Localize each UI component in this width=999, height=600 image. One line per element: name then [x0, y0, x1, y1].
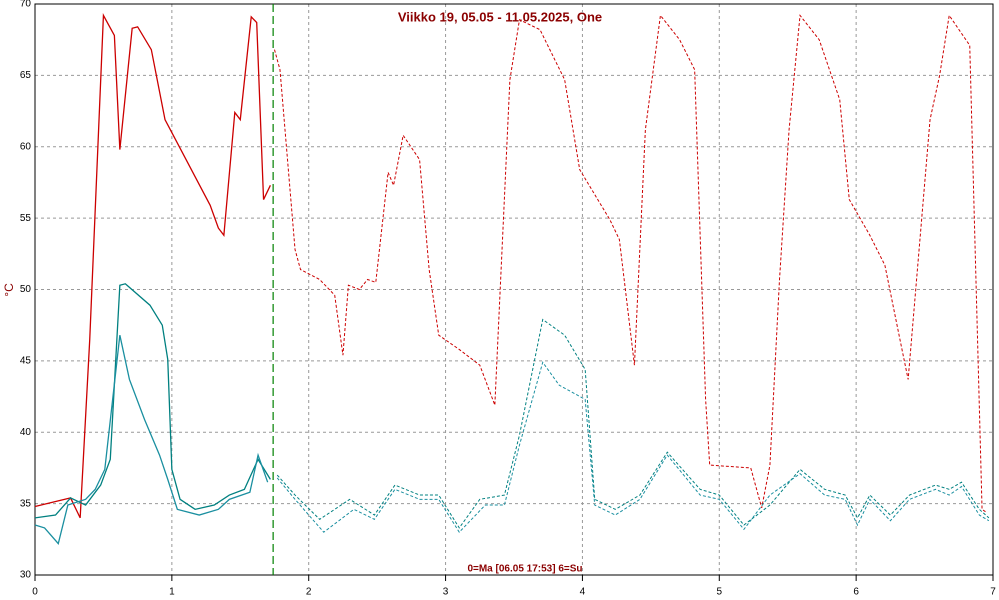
x-tick-label: 2 — [306, 587, 312, 598]
x-tick-label: 0 — [32, 587, 38, 598]
x-tick-label: 6 — [853, 587, 859, 598]
forecast-line — [276, 361, 990, 533]
y-tick-label: 55 — [20, 213, 32, 224]
forecast-line — [276, 318, 990, 529]
y-tick-label: 65 — [20, 70, 32, 81]
x-tick-label: 4 — [580, 587, 586, 598]
y-tick-label: 30 — [20, 570, 32, 581]
series-line — [34, 283, 271, 519]
chart-title: Viikko 19, 05.05 - 11.05.2025, One — [398, 9, 602, 24]
y-axis-label: °C — [2, 283, 16, 297]
series-line — [34, 13, 271, 519]
x-tick-label: 3 — [443, 587, 449, 598]
annotation: 0=Ma [06.05 17:53] 6=Su — [467, 564, 582, 575]
x-tick-label: 7 — [990, 587, 996, 598]
x-tick-label: 5 — [717, 587, 723, 598]
y-tick-label: 35 — [20, 498, 32, 509]
series-line — [34, 335, 269, 545]
forecast-line — [274, 14, 987, 513]
y-tick-label: 40 — [20, 427, 32, 438]
y-tick-label: 50 — [20, 284, 32, 295]
y-tick-label: 60 — [20, 141, 32, 152]
plot-frame — [34, 3, 994, 576]
y-tick-label: 70 — [20, 0, 32, 10]
y-tick-label: 45 — [20, 356, 32, 367]
x-tick-label: 1 — [169, 587, 175, 598]
